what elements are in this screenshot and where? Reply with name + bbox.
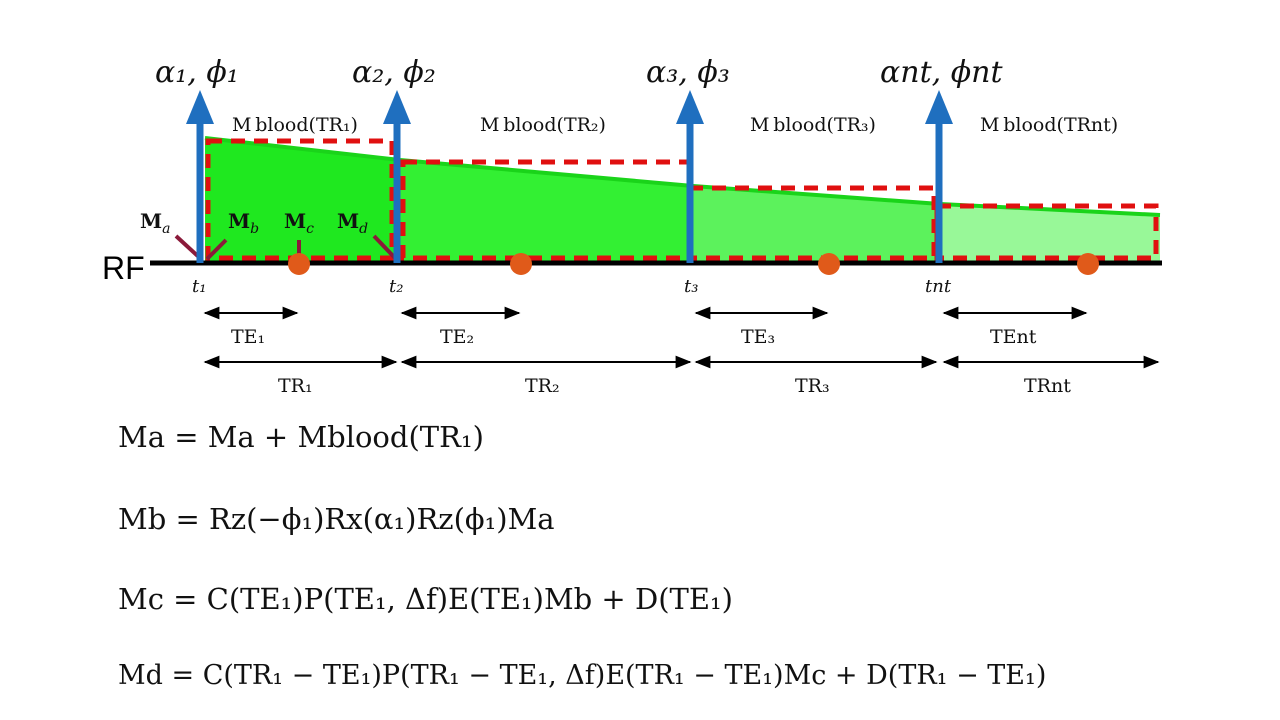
pulse-label-2: α₂, ϕ₂ — [352, 55, 436, 90]
equation-mc: Mc = C(TE₁)P(TE₁, Δf)E(TE₁)Mb + D(TE₁) — [118, 582, 733, 616]
echo-dot-4 — [1077, 253, 1099, 275]
pulse-label-4: αnt, ϕnt — [880, 55, 1003, 90]
rf-pulse-1 — [186, 90, 214, 263]
equation-md: Md = C(TR₁ − TE₁)P(TR₁ − TE₁, Δf)E(TR₁ −… — [118, 660, 1047, 691]
time-label-1: t₁ — [192, 276, 206, 297]
rf-pulse-3 — [676, 90, 704, 263]
te-label-1: TE₁ — [231, 326, 265, 348]
tr-label-4: TRnt — [1024, 375, 1071, 397]
time-label-2: t₂ — [389, 276, 403, 297]
equation-mb: Mb = Rz(−ϕ₁)Rx(α₁)Rz(ϕ₁)Ma — [118, 502, 555, 536]
pulse-label-1: α₁, ϕ₁ — [155, 55, 239, 90]
blood-label-4: M blood(TRnt) — [980, 114, 1118, 136]
blood-label-2: M blood(TR₂) — [480, 114, 606, 136]
blood-label-3: M blood(TR₃) — [750, 114, 876, 136]
equation-ma: Ma = Ma + Mblood(TR₁) — [118, 420, 484, 454]
echo-dot-3 — [818, 253, 840, 275]
blood-fill-4 — [940, 204, 1160, 262]
te-label-3: TE₃ — [741, 326, 775, 348]
echo-dot-1 — [288, 253, 310, 275]
blood-box-3 — [686, 185, 937, 261]
time-label-3: t₃ — [684, 276, 698, 297]
time-label-4: tnt — [925, 276, 952, 297]
mb-marker — [205, 238, 228, 261]
echo-dot-2 — [510, 253, 532, 275]
rf-label: RF — [102, 250, 145, 286]
blood-label-1: M blood(TR₁) — [232, 114, 358, 136]
ma-label: Ma — [140, 209, 171, 237]
md-marker — [372, 234, 397, 260]
te-label-4: TEnt — [990, 326, 1037, 348]
te-label-2: TE₂ — [440, 326, 474, 348]
rf-pulse-2 — [383, 90, 411, 263]
tr-label-3: TR₃ — [795, 375, 830, 397]
blood-fill-1 — [205, 138, 400, 262]
blood-fill-3 — [693, 186, 940, 262]
blood-fill-2 — [400, 160, 693, 262]
tr-label-2: TR₂ — [525, 375, 560, 397]
rf-pulse-4 — [925, 90, 953, 263]
pulse-label-3: α₃, ϕ₃ — [646, 55, 730, 90]
tr-label-1: TR₁ — [278, 375, 313, 397]
